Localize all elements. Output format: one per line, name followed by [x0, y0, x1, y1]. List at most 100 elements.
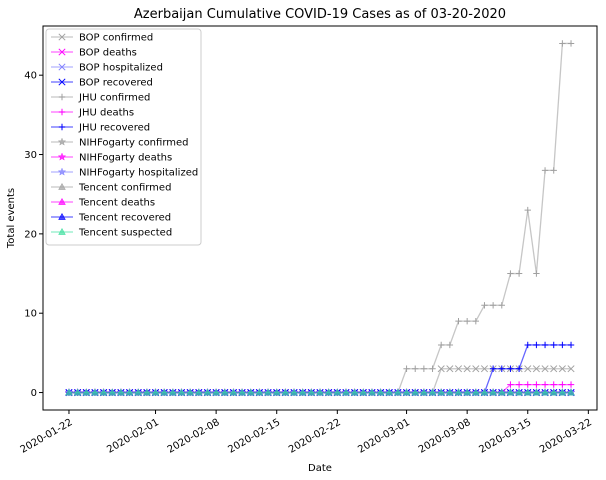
data-point — [463, 388, 471, 396]
legend-entry-tencent-confirmed: Tencent confirmed — [51, 183, 171, 194]
legend-label: JHU confirmed — [78, 93, 150, 104]
data-point — [567, 381, 575, 388]
legend-entry-jhu-deaths: JHU deaths — [51, 108, 134, 119]
data-point — [255, 388, 264, 396]
data-point — [523, 388, 532, 396]
data-point — [515, 388, 523, 396]
legend-marker — [57, 167, 67, 176]
data-point — [272, 388, 281, 396]
data-point — [454, 365, 463, 373]
data-point — [489, 388, 497, 396]
data-point — [507, 365, 514, 372]
data-point — [446, 365, 454, 373]
data-point — [91, 388, 99, 396]
data-point — [489, 365, 497, 372]
data-point — [368, 388, 376, 396]
legend-label: Tencent recovered — [78, 213, 171, 224]
data-point — [533, 381, 540, 388]
data-point — [524, 206, 531, 214]
data-point — [342, 388, 350, 396]
data-point — [394, 388, 402, 396]
data-point — [446, 341, 454, 349]
data-point — [238, 388, 246, 396]
data-point — [567, 388, 575, 396]
data-point — [454, 388, 463, 396]
data-point — [186, 388, 194, 396]
plot-area — [64, 40, 576, 397]
legend: BOP confirmed BOP deaths BOP hospitalized B… — [45, 28, 202, 246]
data-point — [524, 381, 531, 388]
data-point — [420, 388, 428, 396]
data-point — [497, 388, 506, 396]
data-point — [324, 388, 333, 396]
data-point — [420, 365, 428, 372]
legend-label: BOP hospitalized — [79, 63, 163, 74]
legend-label: BOP deaths — [79, 48, 137, 59]
data-point — [281, 388, 290, 396]
data-point — [290, 388, 298, 396]
data-point — [559, 381, 566, 388]
legend-marker — [58, 197, 66, 205]
legend-entry-tencent-recovered: Tencent recovered — [51, 213, 171, 224]
legend-entry-bop-confirmed: BOP confirmed — [51, 33, 153, 44]
data-point — [229, 388, 238, 396]
legend-marker — [58, 78, 66, 86]
data-point — [541, 341, 549, 349]
legend-box — [45, 28, 202, 246]
data-point — [99, 388, 108, 396]
legend-entry-bop-deaths: BOP deaths — [51, 48, 137, 59]
data-point — [316, 388, 324, 396]
legend-entry-nihfogarty-confirmed: NIHFogarty confirmed — [51, 137, 189, 149]
data-point — [411, 388, 420, 396]
chart-title: Azerbaijan Cumulative COVID-19 Cases as … — [134, 7, 506, 22]
legend-label: Tencent deaths — [78, 198, 155, 209]
data-point — [498, 302, 505, 309]
data-point — [359, 388, 368, 396]
legend-label: NIHFogarty confirmed — [79, 138, 189, 149]
data-point — [533, 270, 540, 277]
data-point — [412, 365, 419, 372]
data-point — [532, 388, 541, 396]
data-point — [550, 167, 557, 174]
legend-entry-nihfogarty-deaths: NIHFogarty deaths — [51, 152, 172, 164]
series-tencent-suspected — [65, 388, 575, 396]
legend-label: Tencent confirmed — [78, 183, 171, 194]
legend-label: JHU deaths — [78, 108, 134, 119]
data-point — [541, 167, 549, 174]
legend-marker — [58, 33, 66, 41]
data-point — [515, 270, 523, 277]
data-point — [143, 388, 151, 396]
data-point — [550, 365, 558, 373]
data-point — [403, 365, 410, 372]
data-point — [489, 302, 497, 309]
legend-entry-bop-hospitalized: BOP hospitalized — [51, 63, 163, 74]
legend-entry-jhu-confirmed: JHU confirmed — [51, 93, 150, 104]
data-point — [212, 388, 220, 396]
data-point — [463, 365, 471, 373]
legend-marker — [58, 123, 66, 131]
data-point — [498, 365, 505, 372]
data-point — [550, 381, 557, 388]
data-point — [220, 388, 229, 396]
legend-marker — [58, 108, 66, 116]
legend-entry-bop-recovered: BOP recovered — [51, 78, 153, 89]
data-point — [472, 317, 480, 325]
legend-marker — [58, 93, 66, 101]
y-tick-label: 0 — [31, 388, 37, 399]
legend-label: BOP recovered — [79, 78, 153, 89]
data-point — [73, 388, 82, 396]
data-point — [385, 388, 394, 396]
data-point — [108, 388, 117, 396]
legend-marker — [57, 152, 67, 161]
data-point — [507, 270, 514, 277]
data-point — [550, 341, 557, 349]
y-axis-label: Total events — [6, 188, 17, 249]
data-point — [532, 365, 540, 373]
data-point — [455, 317, 462, 325]
x-axis-label: Date — [308, 463, 332, 474]
y-tick-label: 40 — [24, 71, 37, 82]
data-point — [558, 365, 566, 373]
data-point — [524, 365, 532, 373]
data-point — [567, 341, 575, 349]
data-point — [134, 388, 143, 396]
